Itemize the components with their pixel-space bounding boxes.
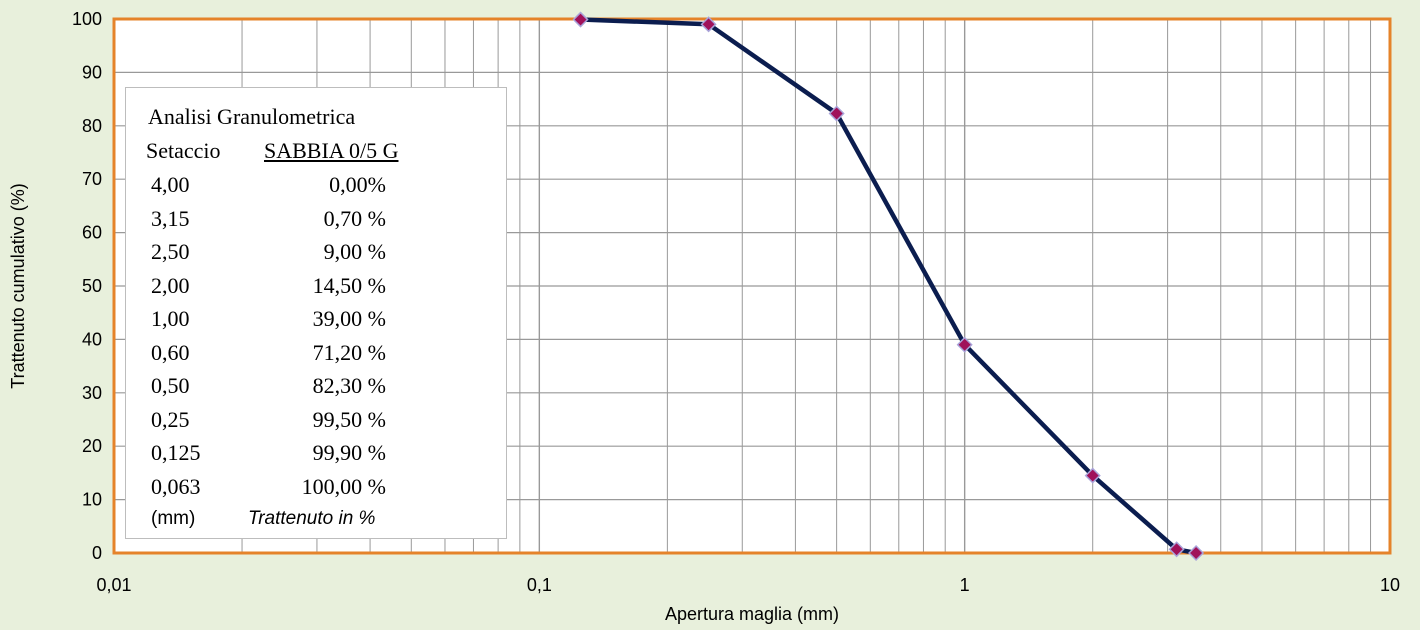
x-tick-label: 1 bbox=[960, 575, 970, 595]
legend-retained-value: 14,50 % bbox=[312, 272, 386, 298]
plot-frame bbox=[112, 17, 1392, 555]
legend-sieve-size: 1,00 bbox=[151, 306, 190, 331]
legend-retained-value: 71,20 % bbox=[312, 339, 386, 365]
legend-sieve-size: 4,00 bbox=[151, 172, 190, 197]
data-point-marker bbox=[572, 11, 589, 28]
legend-header-material: SABBIA 0/5 G bbox=[264, 138, 399, 163]
legend-title: Analisi Granulometrica bbox=[148, 104, 356, 129]
legend-retained-value: 82,30 % bbox=[312, 373, 386, 398]
legend-sieve-size: 2,00 bbox=[151, 272, 190, 298]
legend-retained-value: 0,00% bbox=[329, 172, 386, 197]
y-tick-label: 30 bbox=[82, 383, 102, 403]
legend-header-sieve: Setaccio bbox=[146, 138, 221, 163]
y-tick-label: 0 bbox=[92, 543, 102, 563]
data-point-marker bbox=[700, 16, 717, 33]
legend-retained-value: 100,00 % bbox=[301, 473, 386, 499]
legend-retained-value: 0,70 % bbox=[323, 205, 386, 231]
legend-sieve-size: 0,60 bbox=[151, 339, 190, 365]
legend-retained-value: 39,00 % bbox=[312, 306, 386, 331]
x-tick-label: 10 bbox=[1380, 575, 1400, 595]
legend-sieve-size: 0,063 bbox=[151, 473, 201, 499]
y-tick-label: 40 bbox=[82, 329, 102, 349]
x-tick-labels: 0,01 0,1 1 10 bbox=[96, 575, 1400, 595]
legend-retained-value: 9,00 % bbox=[323, 239, 386, 264]
y-tick-label: 100 bbox=[72, 9, 102, 29]
x-axis-title: Apertura maglia (mm) bbox=[665, 604, 839, 624]
legend-sieve-size: 0,25 bbox=[151, 406, 190, 432]
data-point-marker bbox=[1084, 467, 1101, 484]
y-tick-label: 50 bbox=[82, 276, 102, 296]
legend-unit-sieve: (mm) bbox=[151, 508, 196, 529]
legend-sieve-size: 0,125 bbox=[151, 440, 201, 465]
y-tick-label: 20 bbox=[82, 436, 102, 456]
legend-unit-retained: Trattenuto in % bbox=[248, 508, 376, 529]
y-tick-label: 60 bbox=[82, 223, 102, 243]
x-tick-label: 0,1 bbox=[527, 575, 552, 595]
legend-retained-value: 99,90 % bbox=[312, 440, 386, 465]
y-tick-label: 90 bbox=[82, 62, 102, 82]
legend-table: Analisi Granulometrica Setaccio SABBIA 0… bbox=[125, 87, 507, 539]
data-point-marker bbox=[956, 336, 973, 353]
data-point-marker bbox=[828, 105, 845, 122]
y-tick-label: 80 bbox=[82, 116, 102, 136]
series-markers bbox=[572, 11, 1205, 562]
legend-sieve-size: 2,50 bbox=[151, 239, 190, 264]
y-tick-label: 10 bbox=[82, 490, 102, 510]
data-point-marker bbox=[1168, 541, 1185, 558]
legend-sieve-size: 3,15 bbox=[151, 205, 190, 231]
y-tick-label: 70 bbox=[82, 169, 102, 189]
legend-retained-value: 99,50 % bbox=[312, 406, 386, 432]
data-point-marker bbox=[1188, 544, 1205, 562]
x-tick-label: 0,01 bbox=[96, 575, 131, 595]
y-tick-labels: 0 10 20 30 40 50 60 70 80 90 100 bbox=[72, 9, 102, 563]
y-axis-title: Trattenuto cumulativo (%) bbox=[8, 183, 28, 388]
legend-sieve-size: 0,50 bbox=[151, 373, 190, 398]
